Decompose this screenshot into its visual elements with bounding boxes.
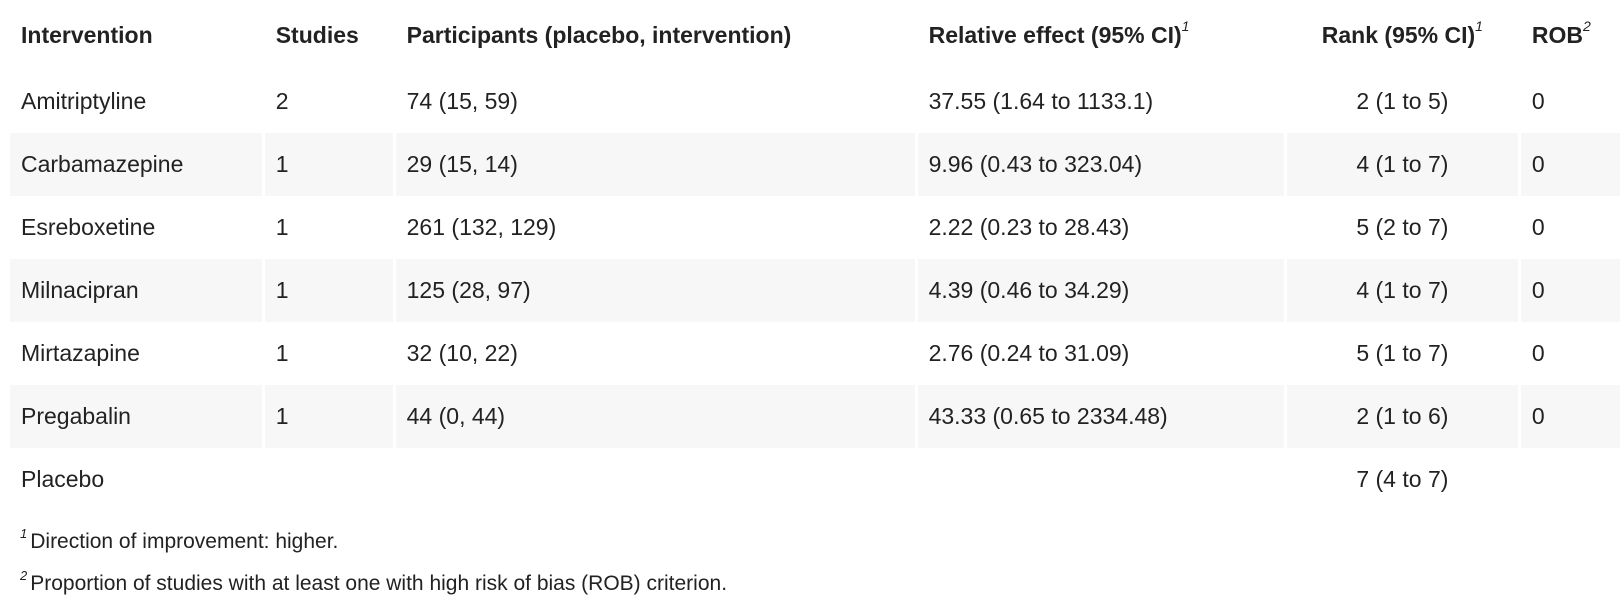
footnote-marker: 1: [1475, 17, 1483, 34]
cell-intervention: Carbamazepine: [10, 133, 262, 196]
cell-intervention: Mirtazapine: [21, 340, 140, 366]
cell-studies: 1: [264, 259, 393, 322]
cell-studies: 2: [275, 88, 289, 114]
table-row: Esreboxetine 1 261 (132, 129) 2.22 (0.23…: [10, 196, 1620, 259]
cell-rob: 0: [1520, 259, 1620, 322]
cell-rank: 5 (1 to 7): [1356, 340, 1449, 366]
cell-rank: 5 (2 to 7): [1356, 214, 1449, 240]
footnote-marker: 1: [20, 526, 28, 541]
footnote-text: Proportion of studies with at least one …: [30, 572, 728, 595]
cell-rob: 0: [1531, 88, 1545, 114]
footnote-text: Direction of improvement: higher.: [30, 530, 339, 553]
table-header-row: Intervention Studies Participants (place…: [10, 0, 1620, 70]
cell-relative-effect: 43.33 (0.65 to 2334.48): [917, 385, 1284, 448]
header-rob: ROB2: [1531, 17, 1591, 48]
cell-rank: 2 (1 to 5): [1356, 88, 1449, 114]
cell-relative-effect: 9.96 (0.43 to 323.04): [917, 133, 1284, 196]
cell-relative-effect: 37.55 (1.64 to 1133.1): [928, 88, 1154, 114]
results-table-container: Intervention Studies Participants (place…: [7, 0, 1620, 511]
header-studies: Studies: [275, 21, 359, 48]
cell-participants: 32 (10, 22): [406, 340, 518, 366]
cell-intervention: Amitriptyline: [21, 88, 147, 114]
cell-studies: 1: [275, 340, 289, 366]
cell-rob: [1521, 448, 1620, 511]
cell-relative-effect: [918, 448, 1284, 511]
cell-rob: 0: [1520, 133, 1620, 196]
footnotes: 1 Direction of improvement: higher. 2 Prop…: [0, 511, 1620, 605]
cell-relative-effect: 4.39 (0.46 to 34.29): [917, 259, 1284, 322]
cell-relative-effect: 2.22 (0.23 to 28.43): [928, 214, 1130, 240]
cell-rank: 7 (4 to 7): [1356, 466, 1449, 492]
header-intervention: Intervention: [21, 21, 153, 48]
header-rank: Rank (95% CI)1: [1321, 17, 1483, 48]
cell-studies: 1: [264, 133, 393, 196]
cell-participants: 29 (15, 14): [395, 133, 915, 196]
cell-participants: 261 (132, 129): [406, 214, 557, 240]
cell-intervention: Esreboxetine: [21, 214, 156, 240]
table-row: Mirtazapine 1 32 (10, 22) 2.76 (0.24 to …: [10, 322, 1620, 385]
footnote: 1 Direction of improvement: higher.: [20, 521, 1600, 563]
cell-intervention: Pregabalin: [10, 385, 262, 448]
cell-rob: 0: [1520, 385, 1620, 448]
results-table: Intervention Studies Participants (place…: [7, 0, 1620, 511]
table-row: Placebo 7 (4 to 7): [10, 448, 1620, 511]
footnote-marker: 1: [1181, 17, 1190, 34]
cell-participants: 44 (0, 44): [395, 385, 915, 448]
cell-relative-effect: 2.76 (0.24 to 31.09): [928, 340, 1130, 366]
cell-rob: 0: [1531, 214, 1545, 240]
cell-intervention: Placebo: [21, 466, 105, 492]
cell-intervention: Milnacipran: [10, 259, 262, 322]
cell-participants: [396, 448, 915, 511]
footnote-marker: 2: [20, 568, 28, 583]
footnote-marker: 2: [1583, 17, 1591, 34]
cell-studies: 1: [264, 385, 393, 448]
table-row: Milnacipran 1 125 (28, 97) 4.39 (0.46 to…: [10, 259, 1620, 322]
cell-studies: 1: [275, 214, 289, 240]
cell-participants: 125 (28, 97): [395, 259, 915, 322]
cell-rank: 4 (1 to 7): [1286, 259, 1518, 322]
cell-participants: 74 (15, 59): [406, 88, 518, 114]
table-row: Carbamazepine 1 29 (15, 14) 9.96 (0.43 t…: [10, 133, 1620, 196]
cell-rob: 0: [1531, 340, 1545, 366]
table-row: Pregabalin 1 44 (0, 44) 43.33 (0.65 to 2…: [10, 385, 1620, 448]
footnote: 2 Proportion of studies with at least one…: [20, 563, 1600, 605]
header-relative-effect: Relative effect (95% CI)1: [928, 17, 1190, 48]
cell-studies: [265, 448, 393, 511]
header-participants: Participants (placebo, intervention): [406, 21, 792, 48]
table-row: Amitriptyline 2 74 (15, 59) 37.55 (1.64 …: [10, 70, 1620, 133]
cell-rank: 2 (1 to 6): [1286, 385, 1518, 448]
cell-rank: 4 (1 to 7): [1286, 133, 1518, 196]
